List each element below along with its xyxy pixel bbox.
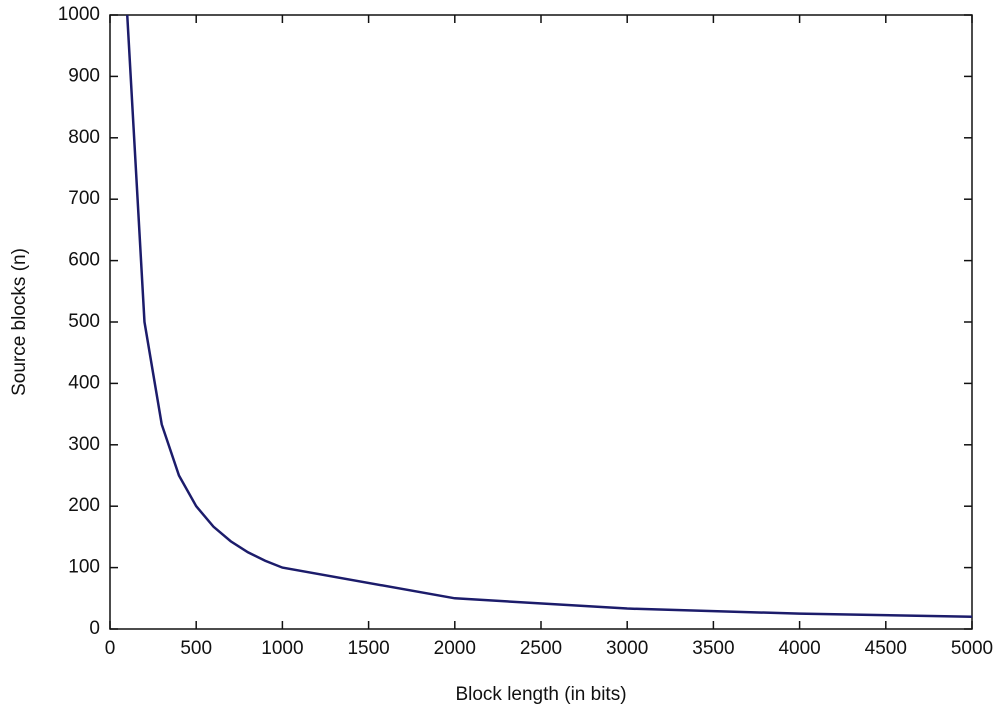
y-tick-label: 0: [89, 618, 100, 639]
x-tick-label: 2500: [520, 638, 562, 659]
y-tick-label: 700: [68, 188, 100, 209]
x-tick-label: 5000: [951, 638, 993, 659]
x-axis-label: Block length (in bits): [455, 684, 626, 705]
data-line: [125, 14, 973, 618]
x-tick-label: 500: [180, 638, 212, 659]
y-tick-label: 600: [68, 250, 100, 271]
x-tick-label: 4500: [865, 638, 907, 659]
y-tick-label: 300: [68, 434, 100, 455]
x-tick-label: 2000: [434, 638, 476, 659]
x-tick-label: 3000: [606, 638, 648, 659]
y-tick-label: 400: [68, 372, 100, 393]
y-tick-label: 1000: [58, 4, 100, 25]
x-tick-label: 1500: [347, 638, 389, 659]
x-tick-label: 3500: [692, 638, 734, 659]
y-tick-label: 800: [68, 127, 100, 148]
x-tick-label: 4000: [778, 638, 820, 659]
y-tick-label: 500: [68, 311, 100, 332]
y-axis-label: Source blocks (n): [9, 248, 30, 396]
y-tick-label: 200: [68, 495, 100, 516]
y-tick-label: 900: [68, 65, 100, 86]
x-tick-label: 1000: [261, 638, 303, 659]
y-tick-label: 100: [68, 557, 100, 578]
plot-frame: [109, 14, 973, 630]
x-tick-label: 0: [105, 638, 116, 659]
